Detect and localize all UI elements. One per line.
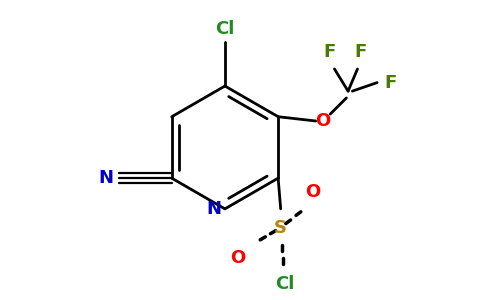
Text: S: S bbox=[274, 219, 287, 237]
Text: O: O bbox=[315, 112, 330, 130]
Text: F: F bbox=[384, 74, 396, 92]
Text: F: F bbox=[355, 43, 367, 61]
Text: Cl: Cl bbox=[275, 274, 295, 292]
Text: N: N bbox=[99, 169, 114, 187]
Text: O: O bbox=[305, 183, 321, 201]
Text: F: F bbox=[323, 43, 335, 61]
Text: N: N bbox=[207, 200, 222, 218]
Text: O: O bbox=[230, 249, 246, 267]
Text: Cl: Cl bbox=[215, 20, 235, 38]
